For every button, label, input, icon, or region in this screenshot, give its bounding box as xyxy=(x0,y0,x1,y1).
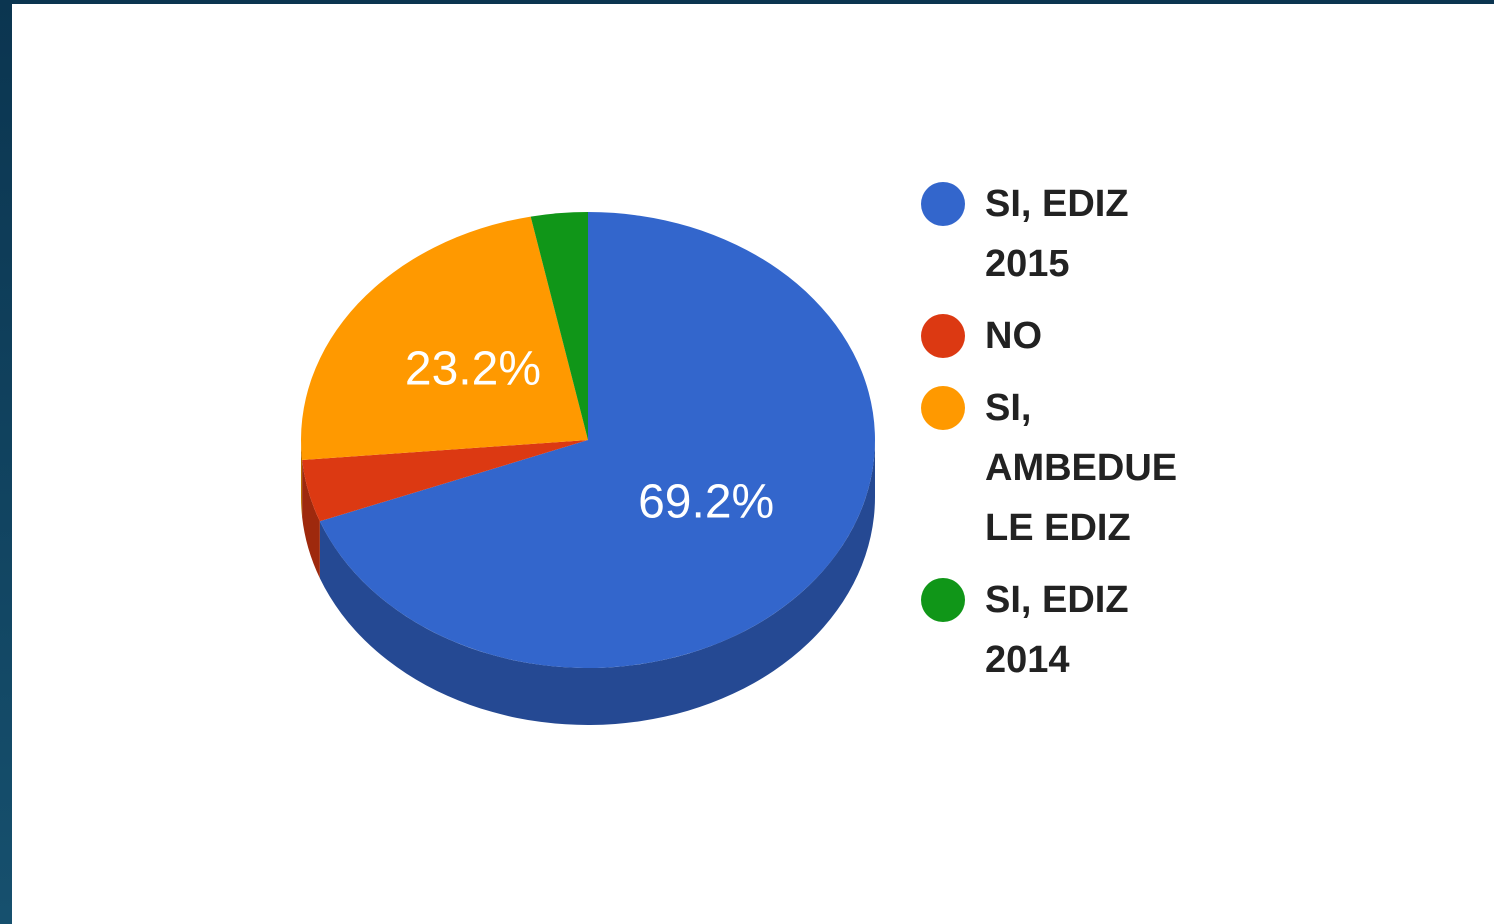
legend-marker xyxy=(921,182,965,226)
legend-entry: SI, EDIZ 2015 xyxy=(921,174,1220,294)
legend-label: NO xyxy=(985,315,1042,357)
legend-marker xyxy=(921,314,965,358)
legend-entry: NO xyxy=(921,306,1220,366)
legend: SI, EDIZ 2015 NO SI, AMBEDUE LE EDIZ SI, ED… xyxy=(921,174,1220,690)
pie-slice xyxy=(319,212,875,668)
legend-marker xyxy=(921,578,965,622)
legend-marker xyxy=(921,386,965,430)
slice-label: 69.2% xyxy=(638,475,774,528)
pie-slice xyxy=(530,212,588,440)
legend-label: SI, AMBEDUE LE EDIZ xyxy=(985,387,1178,549)
pie-slice xyxy=(301,216,588,461)
pie-side xyxy=(301,440,303,518)
pie-side xyxy=(302,460,320,579)
legend-entry: SI, EDIZ 2014 xyxy=(921,570,1220,690)
slice-label: 23.2% xyxy=(405,343,541,396)
pie-slice xyxy=(302,440,588,522)
legend-label: SI, EDIZ 2014 xyxy=(985,579,1129,681)
pie-side xyxy=(319,440,875,726)
legend-label: SI, EDIZ 2015 xyxy=(985,183,1129,285)
legend-entry: SI, AMBEDUE LE EDIZ xyxy=(921,378,1220,558)
